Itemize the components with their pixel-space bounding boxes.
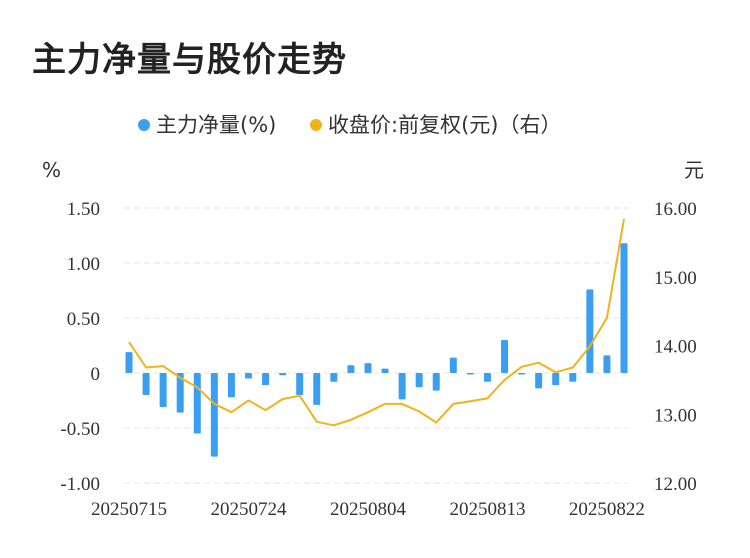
bar[interactable] — [296, 373, 304, 395]
bar[interactable] — [449, 357, 457, 373]
bar[interactable] — [227, 373, 235, 398]
bar[interactable] — [193, 373, 201, 434]
right-axis-unit: 元 — [684, 158, 704, 182]
x-tick-label: 20250813 — [449, 499, 525, 520]
bar[interactable] — [313, 373, 321, 405]
bar[interactable] — [142, 373, 150, 395]
bar[interactable] — [398, 373, 406, 400]
left-axis-ticks: 1.50 1.00 0.50 0 -0.50 -1.00 — [60, 199, 100, 495]
bar-series — [125, 243, 628, 457]
bar[interactable] — [466, 373, 474, 375]
x-tick-label: 20250804 — [330, 499, 407, 520]
bar[interactable] — [483, 373, 491, 382]
legend-bar-marker — [138, 119, 150, 131]
bar[interactable] — [159, 373, 167, 408]
bar[interactable] — [364, 363, 372, 373]
bar[interactable] — [432, 373, 440, 391]
bar[interactable] — [279, 373, 287, 376]
legend[interactable]: 主力净量(%) 收盘价:前复权(元)（右） — [138, 113, 561, 137]
bar[interactable] — [244, 373, 252, 379]
bar[interactable] — [381, 368, 389, 373]
left-tick-label: -0.50 — [60, 419, 100, 440]
bar[interactable] — [176, 373, 184, 413]
left-tick-label: -1.00 — [60, 474, 100, 495]
bar[interactable] — [262, 373, 270, 386]
price-line[interactable] — [128, 218, 625, 427]
bar[interactable] — [620, 243, 628, 373]
x-tick-label: 20250715 — [91, 499, 167, 520]
legend-line-label: 收盘价:前复权(元)（右） — [328, 113, 561, 137]
right-tick-label: 12.00 — [654, 474, 697, 495]
left-tick-label: 0.50 — [67, 309, 100, 330]
gridlines — [124, 207, 628, 484]
left-tick-label: 1.50 — [67, 199, 100, 220]
legend-line-marker — [310, 119, 322, 131]
right-tick-label: 13.00 — [654, 405, 697, 426]
chart-title: 主力净量与股价走势 — [32, 40, 347, 80]
bar[interactable] — [125, 352, 133, 373]
bar[interactable] — [603, 355, 611, 373]
right-tick-label: 16.00 — [654, 199, 697, 220]
bar[interactable] — [347, 365, 355, 373]
right-tick-label: 15.00 — [654, 268, 697, 289]
left-tick-label: 1.00 — [67, 254, 100, 275]
bar[interactable] — [586, 289, 594, 373]
right-tick-label: 14.00 — [654, 337, 697, 358]
x-tick-label: 20250724 — [210, 499, 287, 520]
bar[interactable] — [210, 373, 218, 457]
price-line-series — [128, 218, 625, 427]
bar[interactable] — [330, 373, 338, 382]
bar[interactable] — [415, 373, 423, 388]
bar[interactable] — [518, 373, 526, 375]
bar[interactable] — [501, 340, 509, 373]
left-tick-label: 0 — [91, 364, 101, 385]
bar[interactable] — [569, 373, 577, 382]
bar[interactable] — [552, 373, 560, 386]
x-tick-label: 20250822 — [569, 499, 645, 520]
legend-bar-label: 主力净量(%) — [156, 113, 276, 137]
right-axis-ticks: 16.00 15.00 14.00 13.00 12.00 — [654, 199, 697, 495]
x-axis-ticks: 20250715 20250724 20250804 20250813 20250822 — [91, 499, 645, 520]
left-axis-unit: % — [42, 158, 61, 182]
bar[interactable] — [535, 373, 543, 389]
